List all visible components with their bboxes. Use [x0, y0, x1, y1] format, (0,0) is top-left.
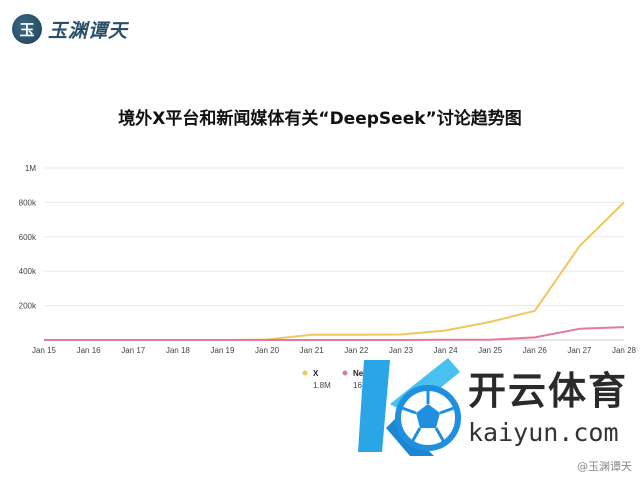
x-tick-label: Jan 18	[166, 346, 191, 355]
kaiyun-brand-en: kaiyun.com	[468, 418, 619, 447]
weibo-watermark: @玉渊谭天	[577, 460, 632, 473]
y-axis-ticks: 200k 400k 600k 800k 1M	[19, 164, 37, 311]
x-tick-label: Jan 25	[478, 346, 503, 355]
kaiyun-k-icon	[358, 358, 461, 456]
x-tick-label: Jan 23	[389, 346, 414, 355]
y-tick-label: 200k	[19, 302, 37, 311]
x-tick-label: Jan 26	[523, 346, 548, 355]
x-tick-label: Jan 17	[121, 346, 146, 355]
x-tick-label: Jan 16	[77, 346, 102, 355]
chart-title: 境外X平台和新闻媒体有关“DeepSeek”讨论趋势图	[118, 109, 522, 129]
x-tick-label: Jan 22	[344, 346, 369, 355]
kaiyun-watermark: 开云体育 kaiyun.com	[356, 352, 640, 462]
logo-text: 玉渊谭天	[48, 19, 129, 42]
chart-series	[44, 201, 625, 341]
x-tick-label: Jan 20	[255, 346, 280, 355]
x-tick-label: Jan 24	[434, 346, 459, 355]
x-tick-label: Jan 28	[612, 346, 637, 355]
legend-label-x: X	[313, 369, 319, 378]
brand-logo: 玉 玉渊谭天	[12, 12, 128, 46]
x-axis-ticks: Jan 15 Jan 16 Jan 17 Jan 18 Jan 19 Jan 20 Jan …	[32, 346, 637, 355]
legend-marker-news	[342, 370, 348, 376]
x-tick-label: Jan 27	[567, 346, 592, 355]
series-line-news	[44, 326, 625, 341]
legend-total-news: 167k	[353, 381, 371, 390]
y-tick-label: 1M	[25, 164, 36, 173]
legend-total-x: 1.8M	[313, 381, 331, 390]
x-tick-label: Jan 15	[32, 346, 57, 355]
x-tick-label: Jan 19	[210, 346, 235, 355]
legend-marker-x	[302, 370, 308, 376]
y-tick-label: 400k	[19, 267, 37, 276]
kaiyun-brand-cn: 开云体育	[468, 369, 629, 413]
logo-emblem: 玉	[12, 14, 42, 44]
y-tick-label: 600k	[19, 233, 37, 242]
chart-grid	[44, 167, 624, 341]
y-tick-label: 800k	[19, 198, 37, 207]
x-tick-label: Jan 21	[300, 346, 325, 355]
